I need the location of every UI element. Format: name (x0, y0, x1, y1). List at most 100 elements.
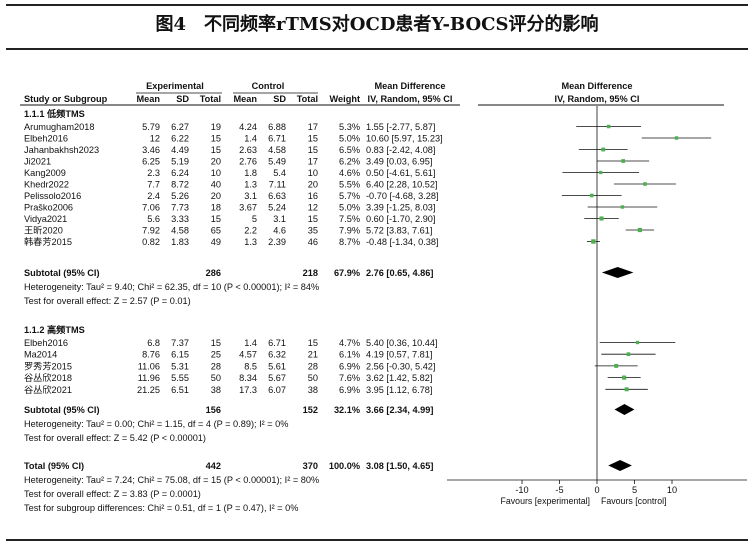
header-study: Study or Subgroup (24, 94, 108, 104)
study-c-mean: 8.5 (244, 361, 257, 371)
study-e-n: 18 (211, 203, 221, 213)
study-e-mean: 8.76 (142, 350, 160, 360)
study-name: Elbeh2016 (24, 134, 68, 144)
study-c-n: 50 (308, 373, 318, 383)
study-c-sd: 7.11 (269, 180, 286, 190)
study-e-mean: 3.46 (142, 145, 160, 155)
x-tick-label: -10 (515, 485, 528, 495)
study-c-sd: 5.61 (268, 361, 286, 371)
study-point (637, 227, 643, 233)
study-e-mean: 6.25 (142, 157, 160, 167)
study-e-mean: 7.06 (142, 203, 160, 213)
study-point (622, 375, 627, 380)
study-ci: 4.19 [0.57, 7.81] (366, 350, 432, 360)
study-c-sd: 6.63 (268, 191, 286, 201)
study-e-sd: 6.22 (171, 134, 189, 144)
study-c-sd: 6.71 (268, 338, 286, 348)
study-c-n: 28 (308, 361, 318, 371)
header-mean-difference: Mean Difference (375, 81, 446, 91)
header-e-mean: Mean (137, 94, 161, 104)
study-name: Ma2014 (24, 350, 57, 360)
study-e-sd: 6.51 (171, 385, 189, 395)
study-point (599, 216, 604, 221)
study-c-mean: 17.3 (239, 385, 257, 395)
study-c-n: 12 (308, 203, 318, 213)
study-ci: 6.40 [2.28, 10.52] (366, 180, 438, 190)
study-c-sd: 2.39 (268, 237, 286, 247)
study-weight: 6.9% (339, 385, 360, 395)
study-name: 罗秀芳2015 (24, 360, 72, 371)
study-e-sd: 7.73 (171, 203, 189, 213)
header-c-total: Total (297, 94, 318, 104)
study-name: Pelissolo2016 (24, 191, 81, 201)
study-e-mean: 5.79 (142, 122, 160, 132)
study-c-sd: 6.88 (268, 122, 286, 132)
study-c-sd: 5.24 (268, 203, 286, 213)
study-ci: 3.62 [1.42, 5.82] (366, 373, 432, 383)
total-e-n: 442 (206, 461, 221, 471)
study-e-sd: 3.33 (171, 214, 189, 224)
study-e-mean: 11.06 (138, 361, 160, 371)
study-ci: 3.39 [-1.25, 8.03] (366, 203, 435, 213)
study-e-sd: 6.27 (171, 122, 189, 132)
study-c-n: 15 (308, 214, 318, 224)
study-c-n: 21 (308, 350, 318, 360)
study-weight: 5.7% (339, 191, 360, 201)
header-c-sd: SD (273, 94, 286, 104)
study-e-n: 20 (211, 157, 221, 167)
study-weight: 5.3% (339, 122, 360, 132)
study-e-n: 65 (211, 226, 221, 236)
total-heterogeneity: Heterogeneity: Tau² = 7.24; Chi² = 75.08… (24, 475, 319, 485)
study-c-sd: 5.49 (268, 157, 286, 167)
study-name: 谷丛欣2021 (24, 384, 72, 395)
subgroup-heterogeneity: Heterogeneity: Tau² = 0.00; Chi² = 1.15,… (24, 419, 288, 429)
study-weight: 6.5% (339, 145, 360, 155)
study-e-n: 10 (211, 168, 221, 178)
study-name: Praško2006 (24, 203, 73, 213)
header-control: Control (252, 81, 285, 91)
study-weight: 6.1% (339, 350, 360, 360)
header-plot-ci: IV, Random, 95% CI (555, 94, 640, 104)
study-name: 韩春芳2015 (24, 236, 72, 247)
study-weight: 5.0% (339, 134, 360, 144)
header-c-mean: Mean (234, 94, 258, 104)
subtotal-1-weight: 67.9% (334, 268, 360, 278)
study-name: Ji2021 (24, 157, 51, 167)
total-ci: 3.08 [1.50, 4.65] (366, 461, 433, 471)
study-e-mean: 6.8 (147, 338, 160, 348)
study-c-mean: 8.34 (239, 373, 257, 383)
subgroup-overall-effect: Test for overall effect: Z = 2.57 (P = 0… (24, 296, 191, 306)
favours-control-label: Favours [control] (601, 496, 667, 506)
study-weight: 6.2% (339, 157, 360, 167)
subtotal-1-label: Subtotal (95% CI) (24, 268, 100, 278)
study-e-mean: 0.82 (142, 237, 160, 247)
study-c-mean: 4.57 (239, 350, 257, 360)
study-point (624, 387, 629, 392)
study-c-sd: 4.6 (273, 226, 286, 236)
study-e-n: 50 (211, 373, 221, 383)
study-ci: 0.60 [-1.70, 2.90] (366, 214, 435, 224)
study-e-n: 15 (211, 214, 221, 224)
study-name: Arumugham2018 (24, 122, 94, 132)
study-ci: -0.48 [-1.34, 0.38] (366, 237, 439, 247)
study-weight: 4.7% (339, 338, 360, 348)
study-point (589, 193, 594, 198)
study-c-sd: 5.67 (268, 373, 286, 383)
study-ci: 0.83 [-2.42, 4.08] (366, 145, 435, 155)
study-c-mean: 3.1 (244, 191, 257, 201)
study-ci: 0.50 [-4.61, 5.61] (366, 168, 435, 178)
study-point (643, 182, 647, 186)
study-ci: 5.40 [0.36, 10.44] (366, 338, 438, 348)
study-e-mean: 5.6 (147, 214, 160, 224)
study-c-mean: 4.24 (239, 122, 257, 132)
study-e-n: 25 (211, 350, 221, 360)
study-c-n: 15 (308, 145, 318, 155)
study-e-mean: 2.4 (147, 191, 160, 201)
study-e-n: 20 (211, 191, 221, 201)
study-e-sd: 6.15 (171, 350, 189, 360)
x-tick-label: -5 (555, 485, 563, 495)
subgroup-differences-test: Test for subgroup differences: Chi² = 0.… (24, 503, 298, 513)
subgroup-label: 1.1.1 低频TMS (24, 108, 85, 119)
study-weight: 4.6% (339, 168, 360, 178)
study-point (674, 136, 679, 140)
